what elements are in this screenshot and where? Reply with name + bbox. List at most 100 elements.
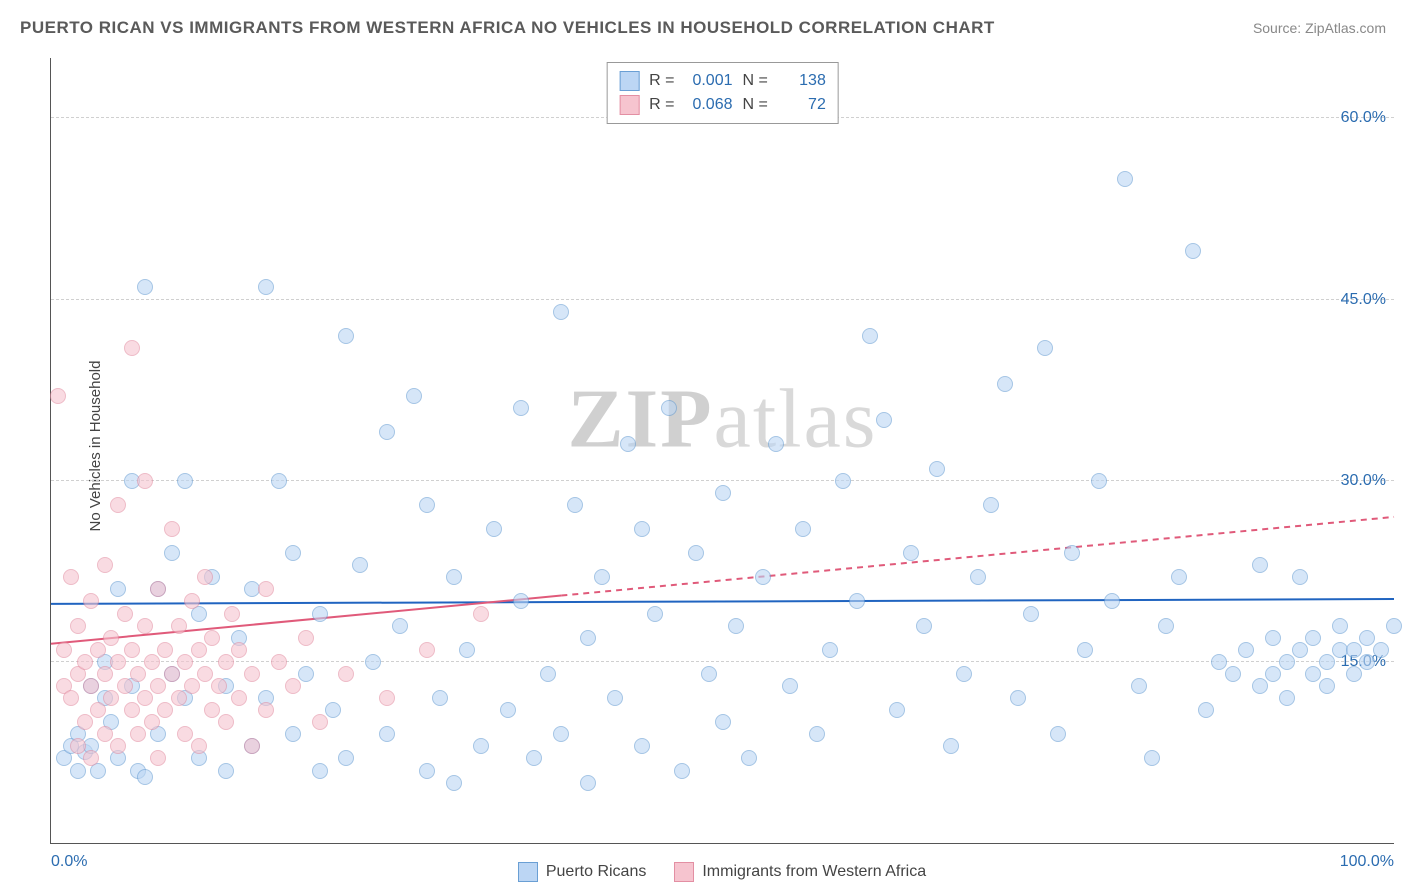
scatter-point (1319, 678, 1335, 694)
scatter-point (513, 593, 529, 609)
bottom-legend: Puerto Ricans Immigrants from Western Afr… (50, 862, 1394, 882)
scatter-point (197, 569, 213, 585)
scatter-point (1144, 750, 1160, 766)
scatter-point (876, 412, 892, 428)
scatter-point (312, 714, 328, 730)
n-value: 138 (778, 72, 826, 90)
scatter-point (392, 618, 408, 634)
scatter-point (1037, 340, 1053, 356)
scatter-point (83, 750, 99, 766)
r-value: 0.068 (685, 96, 733, 114)
scatter-point (1171, 569, 1187, 585)
scatter-point (298, 666, 314, 682)
scatter-point (97, 726, 113, 742)
scatter-point (191, 738, 207, 754)
stats-row: R =0.068N =72 (619, 93, 826, 117)
scatter-point (63, 690, 79, 706)
scatter-point (983, 497, 999, 513)
scatter-point (157, 642, 173, 658)
scatter-point (1225, 666, 1241, 682)
source-label: Source: ZipAtlas.com (1253, 20, 1386, 36)
scatter-point (130, 666, 146, 682)
scatter-point (741, 750, 757, 766)
scatter-point (1305, 630, 1321, 646)
scatter-point (137, 473, 153, 489)
scatter-point (889, 702, 905, 718)
scatter-point (150, 750, 166, 766)
scatter-point (419, 642, 435, 658)
scatter-point (580, 775, 596, 791)
scatter-point (231, 690, 247, 706)
scatter-point (715, 714, 731, 730)
scatter-point (553, 304, 569, 320)
scatter-point (171, 690, 187, 706)
scatter-point (177, 726, 193, 742)
n-label: N = (743, 72, 768, 90)
scatter-point (117, 678, 133, 694)
scatter-point (379, 726, 395, 742)
scatter-point (956, 666, 972, 682)
scatter-point (661, 400, 677, 416)
legend-label: Puerto Ricans (546, 863, 647, 881)
legend-label: Immigrants from Western Africa (702, 863, 926, 881)
scatter-point (607, 690, 623, 706)
scatter-point (312, 606, 328, 622)
scatter-point (943, 738, 959, 754)
scatter-point (164, 545, 180, 561)
scatter-point (70, 763, 86, 779)
scatter-point (446, 775, 462, 791)
scatter-point (486, 521, 502, 537)
scatter-point (1064, 545, 1080, 561)
scatter-point (473, 606, 489, 622)
scatter-point (191, 642, 207, 658)
scatter-point (459, 642, 475, 658)
scatter-point (298, 630, 314, 646)
legend-item: Immigrants from Western Africa (674, 862, 926, 882)
scatter-point (231, 642, 247, 658)
scatter-point (177, 473, 193, 489)
scatter-point (90, 702, 106, 718)
r-label: R = (649, 96, 674, 114)
scatter-point (103, 690, 119, 706)
scatter-point (795, 521, 811, 537)
scatter-point (164, 521, 180, 537)
scatter-point (218, 714, 234, 730)
scatter-point (137, 690, 153, 706)
scatter-point (1279, 690, 1295, 706)
scatter-point (849, 593, 865, 609)
scatter-point (835, 473, 851, 489)
scatter-point (473, 738, 489, 754)
scatter-point (144, 714, 160, 730)
scatter-point (365, 654, 381, 670)
stats-box: R =0.001N =138R =0.068N =72 (606, 62, 839, 124)
scatter-point (204, 702, 220, 718)
scatter-point (929, 461, 945, 477)
scatter-point (204, 630, 220, 646)
scatter-point (1010, 690, 1026, 706)
scatter-point (70, 738, 86, 754)
scatter-point (63, 569, 79, 585)
scatter-point (171, 618, 187, 634)
scatter-point (325, 702, 341, 718)
scatter-point (211, 678, 227, 694)
scatter-point (338, 328, 354, 344)
chart-title: PUERTO RICAN VS IMMIGRANTS FROM WESTERN … (20, 18, 995, 38)
scatter-point (150, 678, 166, 694)
scatter-point (782, 678, 798, 694)
scatter-point (97, 666, 113, 682)
scatter-point (103, 630, 119, 646)
scatter-point (553, 726, 569, 742)
scatter-point (197, 666, 213, 682)
scatter-point (184, 593, 200, 609)
scatter-point (1211, 654, 1227, 670)
scatter-point (1252, 557, 1268, 573)
scatter-point (271, 654, 287, 670)
scatter-point (218, 654, 234, 670)
scatter-point (137, 618, 153, 634)
n-label: N = (743, 96, 768, 114)
scatter-point (338, 750, 354, 766)
scatter-point (130, 726, 146, 742)
scatter-point (285, 678, 301, 694)
scatter-point (110, 738, 126, 754)
scatter-point (647, 606, 663, 622)
